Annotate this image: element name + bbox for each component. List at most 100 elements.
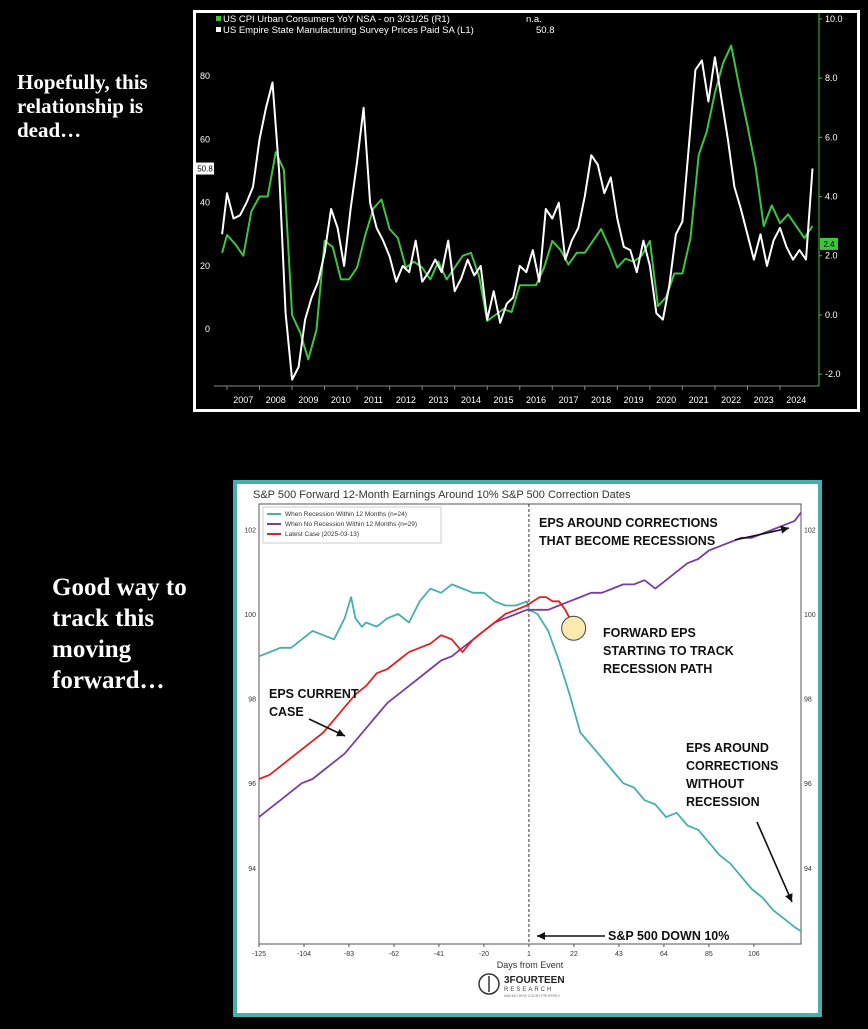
chart2-arrow-current-case-head	[336, 729, 345, 737]
chart2-y-tick-label-left: 102	[244, 527, 256, 534]
chart1-x-tick-label: 2019	[624, 395, 644, 405]
chart2-annotation-line: STARTING TO TRACK	[603, 644, 734, 658]
chart1-left-last-box	[196, 162, 214, 175]
chart2-highlight-circle	[561, 615, 587, 641]
chart1-x-tick-label: 2009	[298, 395, 318, 405]
caption-top: Hopefully, this relationship is dead…	[17, 70, 148, 142]
chart2-series-line-2	[258, 596, 577, 780]
chart1-left-last-label: 50.8	[197, 165, 213, 174]
chart2-arrow-without-recession	[756, 821, 793, 903]
chart2-series-line-0	[258, 583, 802, 933]
chart1-x-tick-label: 2024	[786, 395, 806, 405]
caption-bottom: Good way to track this moving forward…	[52, 574, 187, 694]
eps-corrections-chart: S&P 500 Forward 12-Month Earnings Around…	[233, 480, 822, 1017]
chart1-right-tick-label: 0.0	[825, 310, 838, 320]
chart2-y-tick-label-right: 96	[804, 781, 812, 788]
cpi-vs-prices-paid-chart: 2007 2008 2009 2010 2011 2012 2013 2014 2015 2016…	[193, 10, 860, 412]
chart1-x-tick-label: 2023	[754, 395, 774, 405]
chart1-left-tick-label: 0	[205, 324, 210, 334]
chart1-right-tick-label: 6.0	[825, 132, 838, 142]
chart2-panel: S&P 500 Forward 12-Month Earnings Around…	[237, 484, 818, 1013]
chart2-x-tick-label: -125	[252, 951, 266, 958]
chart2-legend-text: When No Recession Within 12 Months (n=29…	[285, 521, 417, 528]
chart1-right-tick-label: -2.0	[825, 369, 841, 379]
chart1-x-tick-label: 2020	[656, 395, 676, 405]
chart2-annotation-line: WITHOUT	[686, 777, 745, 791]
chart1-x-tick-label: 2014	[461, 395, 481, 405]
chart2-x-tick-label: -104	[297, 951, 311, 958]
logo-brand: 3FOURTEEN	[504, 975, 565, 986]
chart1-right-tick-label: 8.0	[825, 73, 838, 83]
chart2-x-tick-label: 64	[660, 951, 668, 958]
chart2-y-tick-label-left: 94	[248, 866, 256, 873]
chart2-plot-frame	[258, 503, 802, 945]
chart1-left-tick-label: 40	[200, 198, 210, 208]
chart2-annotation-line: FORWARD EPS	[603, 626, 696, 640]
chart1-x-tick-label: 2018	[591, 395, 611, 405]
chart2-x-tick-label: 22	[570, 951, 578, 958]
chart2-arrow-recessions-head	[780, 525, 789, 534]
chart1-x-tick-label: 2022	[721, 395, 741, 405]
chart2-series-line-1	[258, 511, 802, 818]
chart2-annotation-line: EPS AROUND CORRECTIONS	[539, 516, 718, 530]
chart2-legend-box	[262, 506, 442, 544]
chart2-x-tick-label: 85	[705, 951, 713, 958]
chart1-legend-swatch	[216, 27, 221, 32]
chart1-background	[196, 13, 857, 409]
logo-tag: MAKING RISK COUNT PROPERLY	[504, 994, 561, 998]
chart2-annotation-line: CORRECTIONS	[686, 759, 778, 773]
chart2-annotation-line: EPS CURRENT	[269, 687, 359, 701]
chart2-x-tick-label: -20	[479, 951, 489, 958]
chart1-legend-value: 50.8	[536, 25, 555, 36]
chart2-annotation-line: RECESSION PATH	[603, 662, 712, 676]
chart1-legend-value: n.a.	[526, 14, 542, 25]
chart1-left-tick-label: 60	[200, 134, 210, 144]
chart1-legend-swatch	[216, 16, 221, 21]
chart1-x-tick-label: 2008	[266, 395, 286, 405]
chart2-x-tick-label: 43	[615, 951, 623, 958]
logo-sub: RESEARCH	[504, 987, 553, 993]
chart1-right-last-box	[820, 237, 838, 250]
chart2-arrow-without-recession-head	[785, 893, 793, 902]
chart2-x-tick-label: -83	[344, 951, 354, 958]
chart1-x-tick-label: 2010	[331, 395, 351, 405]
chart1-series-line-1	[221, 56, 814, 381]
chart2-x-tick-label: -62	[389, 951, 399, 958]
chart1-x-tick-label: 2016	[526, 395, 546, 405]
chart1-right-last-label: 2.4	[823, 240, 835, 249]
chart1-right-tick-label: 10.0	[825, 14, 843, 24]
chart1-right-tick-label: 2.0	[825, 251, 838, 261]
chart2-title: S&P 500 Forward 12-Month Earnings Around…	[253, 489, 631, 501]
chart2-annotation-line: EPS AROUND	[686, 741, 769, 755]
chart2-x-axis-label: Days from Event	[497, 960, 564, 970]
chart2-annotation-line: CASE	[269, 705, 304, 719]
chart2-legend-text: When Recession Within 12 Months (n=24)	[285, 511, 407, 518]
chart2-legend-text: Latest Case (2025-03-13)	[285, 531, 359, 538]
chart1-right-tick-label: 4.0	[825, 192, 838, 202]
chart1-svg: 2007 2008 2009 2010 2011 2012 2013 2014 2015 2016…	[196, 13, 857, 409]
chart2-y-tick-label-right: 94	[804, 866, 812, 873]
chart1-x-tick-label: 2021	[689, 395, 709, 405]
logo-mark-icon	[478, 973, 500, 995]
chart1-x-tick-label: 2017	[559, 395, 579, 405]
chart2-arrow-recessions	[734, 527, 790, 541]
chart1-x-tick-label: 2007	[233, 395, 253, 405]
chart2-y-tick-label-right: 102	[804, 527, 816, 534]
chart2-y-tick-label-left: 98	[248, 697, 256, 704]
chart1-x-tick-label: 2012	[396, 395, 416, 405]
chart1-x-tick-label: 2013	[428, 395, 448, 405]
chart1-legend-text: US Empire State Manufacturing Survey Pri…	[223, 25, 474, 36]
chart2-arrow-down-10-head	[537, 932, 545, 940]
chart1-legend-text: US CPI Urban Consumers YoY NSA - on 3/31…	[223, 14, 450, 25]
chart1-series-line-0	[221, 44, 814, 361]
chart2-y-tick-label-right: 98	[804, 697, 812, 704]
chart2-y-tick-label-left: 96	[248, 781, 256, 788]
chart1-left-tick-label: 80	[200, 71, 210, 81]
chart2-y-tick-label-left: 100	[244, 612, 256, 619]
chart2-x-tick-label: -41	[434, 951, 444, 958]
chart2-annotation-line: S&P 500 DOWN 10%	[608, 929, 729, 943]
chart2-x-tick-label: 1	[527, 951, 531, 958]
chart2-y-tick-label-right: 100	[804, 612, 816, 619]
chart1-left-tick-label: 20	[200, 261, 210, 271]
chart2-svg: S&P 500 Forward 12-Month Earnings Around…	[244, 489, 816, 998]
